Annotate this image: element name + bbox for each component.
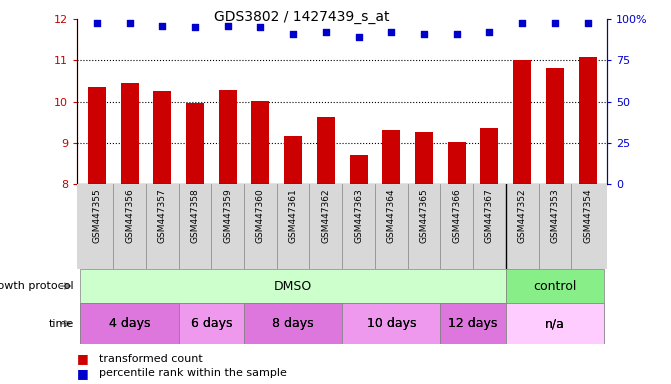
Text: percentile rank within the sample: percentile rank within the sample (99, 368, 287, 378)
Text: GSM447354: GSM447354 (583, 189, 592, 243)
Bar (81, 269, 506, 303)
Text: GSM447366: GSM447366 (452, 189, 461, 243)
Text: GSM447367: GSM447367 (485, 189, 494, 243)
Text: 6 days: 6 days (191, 317, 232, 330)
Point (157, 23, 168, 29)
Bar (546, 68, 564, 184)
Bar (317, 118, 335, 184)
Text: GSM447361: GSM447361 (289, 189, 298, 243)
Text: 4 days: 4 days (109, 317, 150, 330)
Text: GSM447363: GSM447363 (354, 189, 363, 243)
Text: 8 days: 8 days (272, 317, 314, 330)
Text: growth protocol: growth protocol (0, 281, 74, 291)
Text: n/a: n/a (545, 317, 565, 330)
Text: GSM447362: GSM447362 (321, 189, 330, 243)
Text: GSM447353: GSM447353 (550, 189, 560, 243)
Text: GSM447352: GSM447352 (518, 189, 527, 243)
Bar (178, 303, 244, 344)
Point (190, 25, 201, 31)
Bar (244, 303, 342, 344)
Bar (121, 83, 138, 184)
Bar (448, 142, 466, 184)
Point (222, 23, 233, 29)
Bar (506, 269, 604, 303)
Point (255, 25, 266, 31)
Point (288, 31, 299, 37)
Bar (178, 303, 244, 344)
Bar (153, 91, 171, 184)
Bar (186, 103, 204, 184)
Point (517, 20, 527, 26)
Bar (506, 303, 604, 344)
Text: ■: ■ (77, 353, 93, 366)
Point (91, 20, 102, 26)
Text: ■: ■ (77, 367, 93, 380)
Text: GDS3802 / 1427439_s_at: GDS3802 / 1427439_s_at (214, 10, 390, 23)
Bar (342, 303, 440, 344)
Bar (252, 101, 269, 184)
Bar (440, 303, 506, 344)
Text: GSM447359: GSM447359 (223, 189, 232, 243)
Bar (81, 303, 178, 344)
Bar (342, 303, 440, 344)
Text: 10 days: 10 days (366, 317, 416, 330)
Bar (81, 303, 178, 344)
Point (386, 29, 397, 35)
Text: GSM447364: GSM447364 (386, 189, 396, 243)
Text: 12 days: 12 days (448, 317, 498, 330)
Bar (382, 130, 401, 184)
Text: 6 days: 6 days (191, 317, 232, 330)
Point (124, 20, 135, 26)
Text: 8 days: 8 days (272, 317, 314, 330)
Point (484, 29, 495, 35)
Bar (513, 61, 531, 184)
Text: GSM447360: GSM447360 (256, 189, 265, 243)
Bar (350, 155, 368, 184)
Text: DMSO: DMSO (274, 280, 312, 293)
Bar (284, 136, 302, 184)
Text: control: control (533, 280, 576, 293)
Text: transformed count: transformed count (99, 354, 203, 364)
Point (321, 29, 331, 35)
Text: GSM447358: GSM447358 (191, 189, 199, 243)
Point (582, 20, 593, 26)
Text: 10 days: 10 days (366, 317, 416, 330)
Point (550, 20, 560, 26)
Text: GSM447356: GSM447356 (125, 189, 134, 243)
Text: GSM447355: GSM447355 (93, 189, 101, 243)
Text: GSM447365: GSM447365 (419, 189, 429, 243)
Bar (440, 303, 506, 344)
Point (452, 31, 462, 37)
Bar (88, 87, 106, 184)
Text: 4 days: 4 days (109, 317, 150, 330)
Text: n/a: n/a (545, 317, 565, 330)
Bar (506, 303, 604, 344)
Point (353, 34, 364, 40)
Bar (480, 128, 499, 184)
Bar (578, 57, 597, 184)
Text: time: time (48, 318, 74, 329)
Bar (219, 90, 237, 184)
Text: 12 days: 12 days (448, 317, 498, 330)
Bar (415, 132, 433, 184)
Text: GSM447357: GSM447357 (158, 189, 166, 243)
Bar (244, 303, 342, 344)
Point (419, 31, 429, 37)
